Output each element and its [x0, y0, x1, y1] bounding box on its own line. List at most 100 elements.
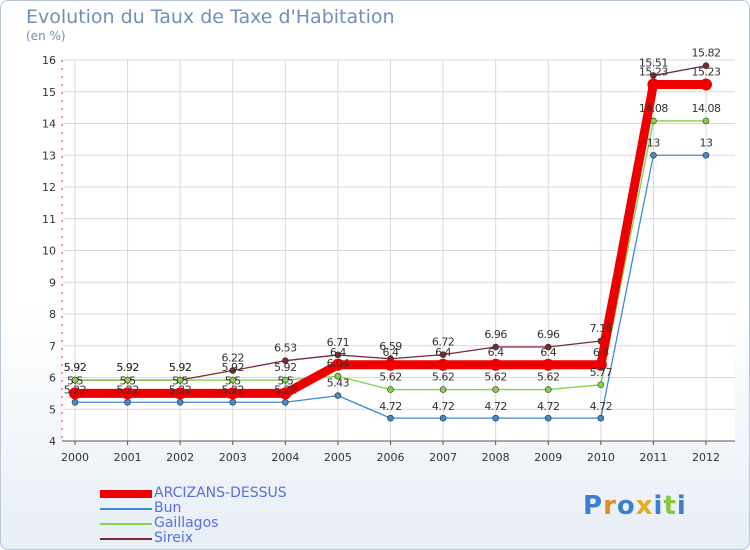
y-tick-label: 10: [42, 245, 56, 258]
data-point-arcizans-dessus: [226, 387, 239, 400]
data-label-bun: 5.43: [327, 377, 350, 390]
chart-subtitle: (en %): [26, 29, 66, 43]
logo-letter: P: [583, 491, 604, 521]
y-tick-label: 15: [42, 86, 56, 99]
data-point-bun: [387, 414, 394, 422]
data-label-arcizans-dessus: 6.4: [383, 346, 399, 359]
data-point-arcizans-dessus: [121, 387, 134, 400]
x-tick-label: 2001: [114, 451, 142, 464]
y-tick-label: 8: [49, 308, 56, 321]
data-label-sireix: 15.51: [639, 57, 668, 70]
data-point-sireix: [702, 62, 710, 70]
data-label-bun: 5.22: [169, 383, 192, 396]
x-tick-label: 2004: [271, 451, 299, 464]
data-label-gaillagos: 5.92: [222, 361, 245, 374]
data-label-gaillagos: 6.04: [327, 357, 350, 370]
data-point-bun: [176, 398, 184, 406]
data-point-bun: [702, 151, 710, 159]
x-tick-label: 2000: [61, 451, 89, 464]
x-tick-label: 2002: [166, 451, 194, 464]
data-label-sireix: 7.15: [590, 322, 613, 335]
data-point-bun: [597, 414, 605, 422]
data-point-bun: [650, 151, 657, 159]
data-point-arcizans-dessus: [489, 358, 502, 371]
data-label-gaillagos: 5.92: [116, 361, 139, 374]
data-point-sireix: [492, 343, 499, 351]
y-tick-label: 4: [49, 435, 56, 448]
legend-label-bun: Bun: [154, 500, 182, 516]
chart-title: Evolution du Taux de Taxe d'Habitation: [26, 6, 395, 28]
data-label-sireix: 6.59: [379, 340, 402, 353]
data-label-arcizans-dessus: 6.4: [330, 346, 346, 359]
data-point-arcizans-dessus: [700, 78, 712, 91]
data-point-gaillagos: [282, 376, 289, 384]
data-label-arcizans-dessus: 6.4: [540, 346, 556, 359]
data-label-arcizans-dessus: 15.23: [639, 65, 668, 78]
data-point-gaillagos: [334, 372, 342, 380]
data-label-arcizans-dessus: 5.5: [225, 374, 241, 387]
x-tick-label: 2003: [219, 451, 247, 464]
data-point-arcizans-dessus: [331, 358, 344, 371]
y-tick-label: 9: [49, 276, 56, 289]
data-label-bun: 4.72: [537, 400, 560, 413]
data-point-arcizans-dessus: [647, 78, 660, 91]
data-label-sireix: 6.96: [537, 328, 560, 341]
y-tick-label: 5: [49, 403, 56, 416]
data-label-arcizans-dessus: 5.5: [277, 374, 293, 387]
y-tick-label: 6: [49, 372, 56, 385]
data-label-sireix: 6.22: [222, 352, 245, 365]
data-label-gaillagos: 14.08: [639, 102, 668, 115]
data-label-sireix: 5.92: [116, 361, 139, 374]
x-tick-label: 2009: [534, 451, 562, 464]
data-point-arcizans-dessus: [174, 387, 187, 400]
proxiti-logo: Proxiti: [583, 491, 687, 521]
data-label-bun: 5.22: [64, 383, 87, 396]
data-label-gaillagos: 5.62: [432, 371, 455, 384]
y-tick-label: 13: [42, 149, 56, 162]
data-label-arcizans-dessus: 6.4: [435, 346, 451, 359]
data-label-gaillagos: 5.62: [379, 371, 402, 384]
data-label-arcizans-dessus: 15.23: [692, 65, 721, 78]
data-point-bun: [282, 398, 289, 406]
y-tick-label: 12: [42, 181, 56, 194]
data-label-sireix: 6.53: [274, 342, 297, 355]
data-label-arcizans-dessus: 5.5: [67, 374, 83, 387]
data-label-gaillagos: 5.92: [274, 361, 297, 374]
data-label-sireix: 5.92: [64, 361, 87, 374]
data-point-gaillagos: [176, 376, 184, 384]
data-label-bun: 5.22: [116, 383, 139, 396]
x-tick-label: 2007: [429, 451, 457, 464]
data-point-gaillagos: [71, 376, 79, 384]
data-point-sireix: [544, 343, 552, 351]
data-point-gaillagos: [229, 376, 237, 384]
data-point-gaillagos: [387, 386, 394, 393]
data-point-arcizans-dessus: [594, 358, 607, 371]
x-tick-label: 2005: [324, 451, 352, 464]
data-label-bun: 13: [647, 136, 660, 149]
legend-label-arcizans: ARCIZANS-DESSUS: [154, 485, 287, 501]
data-point-arcizans-dessus: [69, 387, 81, 400]
data-point-bun: [492, 414, 499, 422]
data-label-arcizans-dessus: 5.5: [120, 374, 136, 387]
data-point-arcizans-dessus: [542, 358, 555, 371]
data-point-sireix: [282, 357, 289, 364]
data-label-bun: 4.72: [590, 400, 613, 413]
y-tick-label: 11: [42, 213, 56, 226]
data-point-sireix: [229, 367, 237, 374]
logo-letter: o: [616, 491, 636, 521]
data-label-bun: 13: [700, 136, 713, 149]
data-point-gaillagos: [124, 376, 131, 384]
logo-letter: x: [635, 491, 654, 521]
data-point-bun: [544, 414, 552, 422]
data-label-bun: 5.22: [274, 383, 297, 396]
data-label-gaillagos: 5.92: [64, 361, 87, 374]
x-tick-label: 2008: [482, 451, 510, 464]
data-point-arcizans-dessus: [279, 387, 292, 400]
data-point-gaillagos: [597, 381, 605, 389]
y-tick-label: 14: [42, 118, 56, 131]
data-point-sireix: [334, 351, 342, 359]
data-label-gaillagos: 14.08: [692, 102, 721, 115]
data-label-bun: 4.72: [432, 400, 455, 413]
data-label-bun: 5.22: [222, 383, 245, 396]
